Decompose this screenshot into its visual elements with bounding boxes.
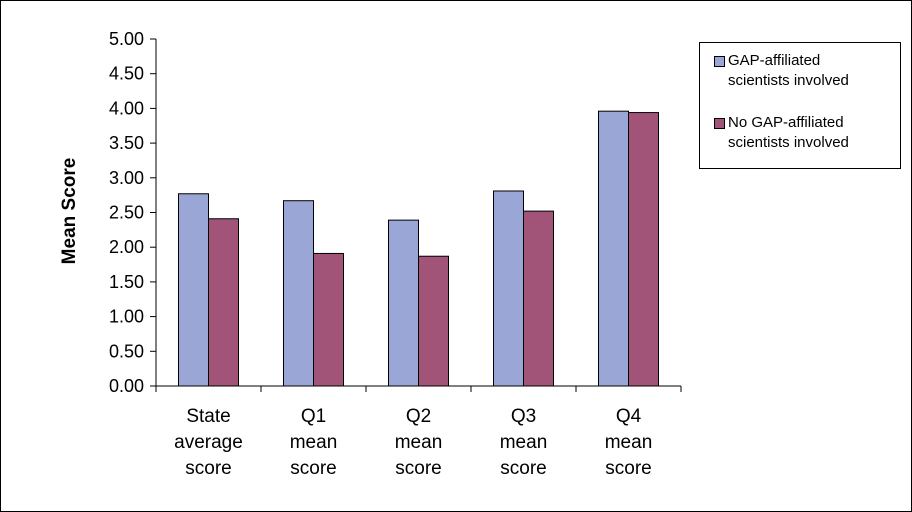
y-tick-label: 3.50 (109, 133, 144, 153)
bar-no-gap (628, 112, 659, 387)
bar-no-gap (523, 210, 554, 387)
legend-swatch-no-gap (714, 118, 725, 129)
x-category-label: Q3 mean score (500, 406, 548, 479)
bar-no-gap (208, 218, 239, 387)
y-tick-label: 4.50 (109, 64, 144, 84)
x-category-label-line: score (395, 458, 441, 479)
x-category-label-line: score (500, 458, 546, 479)
x-category-label-line: mean (605, 432, 653, 453)
x-category-label-line: score (605, 458, 651, 479)
y-axis-title: Mean Score (59, 158, 80, 265)
x-category-label: State average score (174, 406, 243, 479)
x-category-label-line: mean (500, 432, 548, 453)
x-category-label-line: score (290, 458, 336, 479)
bar-no-gap (313, 252, 344, 387)
y-tick-label: 2.50 (109, 203, 144, 223)
legend-swatch-gap (714, 56, 725, 67)
x-category-label: Q2 mean score (395, 406, 443, 479)
x-category-label-line: mean (395, 432, 443, 453)
x-category-label-line: Q3 (511, 406, 536, 427)
y-tick-label: 2.00 (109, 237, 144, 257)
y-tick-label: 0.00 (109, 376, 144, 396)
x-category-label-line: Q4 (616, 406, 642, 427)
bar-gap (283, 200, 314, 387)
bar-gap (598, 110, 629, 387)
x-category-label-line: Q1 (301, 406, 326, 427)
x-category-label: Q4 mean score (605, 406, 653, 479)
y-axis: 0.00 0.50 1.00 1.50 2.00 2.50 3.00 3.50 4.00 4.50… (109, 29, 157, 396)
bar-no-gap (418, 255, 449, 387)
x-category-label-line: mean (290, 432, 338, 453)
y-tick-label: 5.00 (109, 29, 144, 49)
x-category-label: Q1 mean score (290, 406, 338, 479)
bar-gap (388, 219, 419, 387)
bars (178, 110, 659, 387)
y-tick-label: 0.50 (109, 341, 144, 361)
x-category-label-line: score (185, 458, 231, 479)
legend-label-no-gap: No GAP-affiliated scientists involved (728, 114, 849, 151)
y-tick-label: 4.00 (109, 98, 144, 118)
legend-label-gap: GAP-affiliated scientists involved (728, 52, 849, 89)
y-tick-label: 3.00 (109, 168, 144, 188)
x-category-label-line: Q2 (406, 406, 431, 427)
x-category-label-line: average (174, 432, 243, 453)
bar-gap (493, 190, 524, 387)
y-tick-label: 1.00 (109, 307, 144, 327)
bar-gap (178, 193, 209, 387)
legend: GAP-affiliated scientists involved No GA… (699, 42, 901, 169)
x-category-label-line: State (186, 406, 230, 427)
y-tick-label: 1.50 (109, 272, 144, 292)
